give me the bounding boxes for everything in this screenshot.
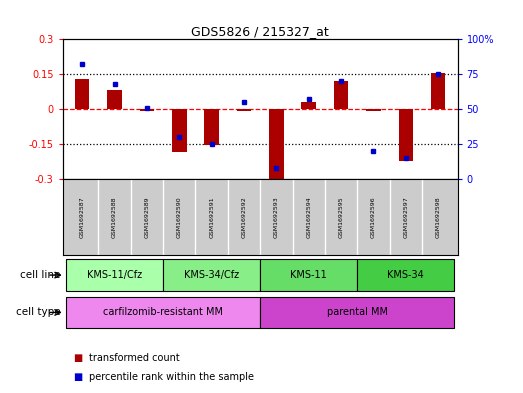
Text: GSM1692596: GSM1692596 xyxy=(371,196,376,238)
Bar xyxy=(172,109,187,152)
Bar xyxy=(204,109,219,145)
Text: GSM1692588: GSM1692588 xyxy=(112,196,117,238)
Text: GSM1692592: GSM1692592 xyxy=(242,196,246,238)
Text: GSM1692591: GSM1692591 xyxy=(209,196,214,238)
Text: ■: ■ xyxy=(73,372,83,382)
Text: GSM1692595: GSM1692595 xyxy=(338,196,344,238)
Bar xyxy=(237,109,251,111)
Text: GSM1692597: GSM1692597 xyxy=(403,196,408,238)
Text: GSM1692589: GSM1692589 xyxy=(144,196,150,238)
Text: GSM1692590: GSM1692590 xyxy=(177,196,182,238)
Text: GSM1692587: GSM1692587 xyxy=(79,196,85,238)
Text: KMS-11/Cfz: KMS-11/Cfz xyxy=(87,270,142,280)
Text: ■: ■ xyxy=(73,353,83,363)
Text: cell line: cell line xyxy=(20,270,60,280)
Bar xyxy=(260,296,454,329)
Text: GSM1692598: GSM1692598 xyxy=(436,196,441,238)
Text: transformed count: transformed count xyxy=(89,353,180,363)
Title: GDS5826 / 215327_at: GDS5826 / 215327_at xyxy=(191,25,329,38)
Bar xyxy=(66,259,163,291)
Text: cell type: cell type xyxy=(16,307,60,318)
Bar xyxy=(431,73,446,109)
Bar xyxy=(75,79,89,109)
Bar xyxy=(107,90,122,109)
Text: percentile rank within the sample: percentile rank within the sample xyxy=(89,372,254,382)
Bar xyxy=(334,81,348,109)
Bar xyxy=(260,259,357,291)
Text: parental MM: parental MM xyxy=(327,307,388,318)
Bar xyxy=(66,296,260,329)
Bar xyxy=(399,109,413,162)
Bar xyxy=(269,109,283,180)
Bar xyxy=(301,102,316,109)
Text: KMS-34: KMS-34 xyxy=(388,270,424,280)
Text: KMS-34/Cfz: KMS-34/Cfz xyxy=(184,270,239,280)
Bar xyxy=(366,109,381,111)
Text: carfilzomib-resistant MM: carfilzomib-resistant MM xyxy=(103,307,223,318)
Text: GSM1692594: GSM1692594 xyxy=(306,196,311,238)
Bar xyxy=(163,259,260,291)
Text: GSM1692593: GSM1692593 xyxy=(274,196,279,238)
Bar xyxy=(140,109,154,111)
Bar xyxy=(357,259,454,291)
Text: KMS-11: KMS-11 xyxy=(290,270,327,280)
